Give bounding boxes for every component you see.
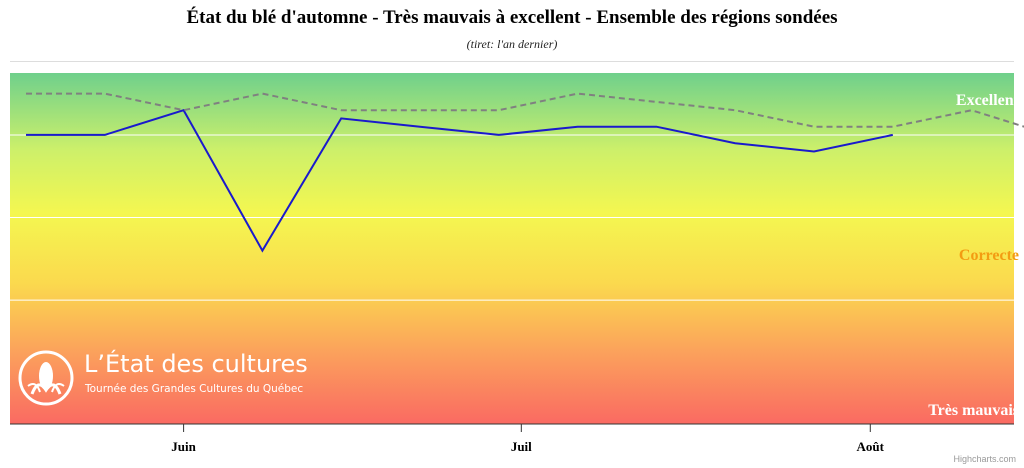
grid-lines — [10, 134, 1014, 301]
series-group — [26, 92, 1024, 253]
chart-credit: Highcharts.com — [953, 454, 1016, 464]
band-label: Très mauvais — [928, 402, 1019, 419]
watermark-logo: L’État des cultures Tournée des Grandes … — [18, 350, 338, 410]
chart-title: État du blé d'automne - Très mauvais à e… — [186, 7, 838, 28]
logo-subtitle: Tournée des Grandes Cultures du Québec — [85, 383, 304, 395]
chart-subtitle: (tiret: l'an dernier) — [466, 37, 558, 51]
plot-background — [10, 73, 1014, 424]
series-line-last-year — [26, 92, 1024, 128]
x-axis-ticks: JuinJuilAoûtSept — [171, 424, 885, 454]
corn-logo-icon — [18, 350, 74, 406]
band-label: Excellent — [956, 92, 1020, 109]
x-tick-label: Juil — [511, 439, 532, 454]
logo-title: L’État des cultures — [84, 350, 308, 378]
band-labels: Excellent Correcte Très mauvais — [928, 92, 1019, 419]
title-divider — [10, 61, 1014, 62]
series-line-current-year — [26, 109, 894, 253]
x-tick-label: Août — [857, 439, 885, 454]
band-label: Correcte — [959, 247, 1019, 264]
x-tick-label: Juin — [171, 439, 196, 454]
